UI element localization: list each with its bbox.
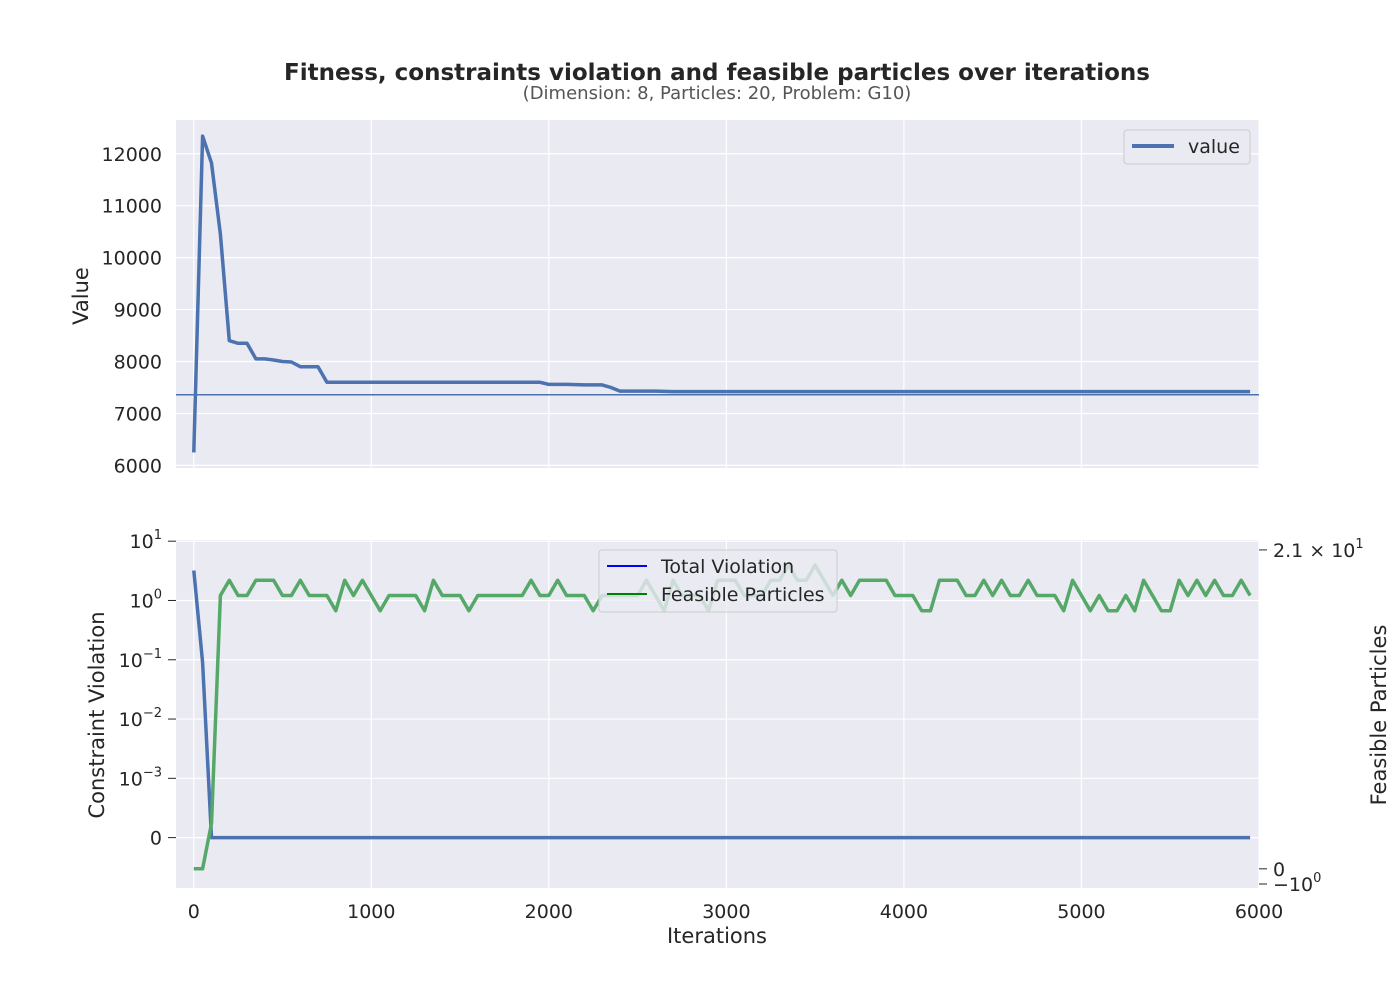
x-tick-2000: 2000: [525, 901, 573, 923]
x-tick-3000: 3000: [702, 901, 750, 923]
fitness-y-tick-7000: 7000: [114, 403, 162, 425]
x-tick-5000: 5000: [1057, 901, 1105, 923]
chart-title: Fitness, constraints violation and feasi…: [284, 60, 1150, 86]
feasible-y-tick-0: 2.1 × 101: [1273, 537, 1364, 562]
fitness-legend-box: [1123, 129, 1251, 165]
violation-y-tick-2: 10−1: [119, 647, 162, 672]
violation-y-tick-1: 100: [130, 587, 162, 612]
fitness-y-label: Value: [69, 267, 93, 325]
fitness-y-tick-10000: 10000: [102, 248, 162, 270]
feasible-y-ticks: 2.1 × 101 0−100: [1259, 537, 1364, 896]
chart-subtitle: (Dimension: 8, Particles: 20, Problem: G…: [523, 83, 912, 104]
violation-y-tick-exponent-0: 1: [154, 528, 162, 543]
x-tick-1000: 1000: [347, 901, 395, 923]
feasible-y-tick-2: −100: [1273, 871, 1321, 896]
feasible-y-tick-exponent-0: 1: [1355, 537, 1363, 552]
fitness-panel: 6000 7000 8000 9000 10000 11000 12000 Value va…: [69, 120, 1260, 478]
violation-y-label: Constraint Violation: [85, 611, 109, 818]
fitness-y-tick-11000: 11000: [102, 196, 162, 218]
fitness-line: [192, 134, 1251, 453]
violation-line: [192, 570, 1251, 840]
violation-legend: Total Violation Feasible Particles: [598, 549, 838, 613]
fitness-y-tick-6000: 6000: [114, 455, 162, 477]
feasible-y-label: Feasible Particles: [1367, 625, 1391, 806]
x-tick-4000: 4000: [880, 901, 928, 923]
violation-y-tick-exponent-4: −3: [143, 765, 162, 780]
x-ticks: 0 1000 2000 3000 4000 5000 6000: [188, 901, 1283, 923]
fitness-series: [192, 134, 1251, 453]
fitness-plot-area: [176, 120, 1259, 468]
violation-y-tick-exponent-2: −1: [143, 647, 162, 662]
violation-y-tick-0: 101: [130, 528, 162, 553]
violation-y-tick-4: 10−3: [119, 765, 162, 790]
fitness-grid: [176, 120, 1260, 468]
fitness-y-ticks: 6000 7000 8000 9000 10000 11000 12000: [102, 144, 162, 478]
x-axis-label: Iterations: [667, 924, 767, 948]
x-tick-6000: 6000: [1235, 901, 1283, 923]
feasible-y-tick-1: 0: [1273, 859, 1285, 881]
fitness-y-tick-8000: 8000: [114, 352, 162, 374]
fitness-y-tick-12000: 12000: [102, 144, 162, 166]
violation-y-tick-3: 10−2: [119, 706, 162, 731]
fitness-legend: value: [1123, 129, 1251, 165]
fitness-y-tick-9000: 9000: [114, 300, 162, 322]
feasible-legend-label: Feasible Particles: [661, 584, 825, 606]
violation-y-tick-exponent-1: 0: [154, 587, 162, 602]
feasible-y-tick-exponent-2: 0: [1313, 871, 1321, 886]
violation-legend-box: [598, 549, 838, 613]
fitness-legend-label: value: [1188, 136, 1240, 158]
violation-y-tick-5: 0: [150, 828, 162, 850]
x-tick-0: 0: [188, 901, 200, 923]
violation-legend-label: Total Violation: [660, 556, 794, 578]
violation-y-tick-exponent-3: −2: [143, 706, 162, 721]
